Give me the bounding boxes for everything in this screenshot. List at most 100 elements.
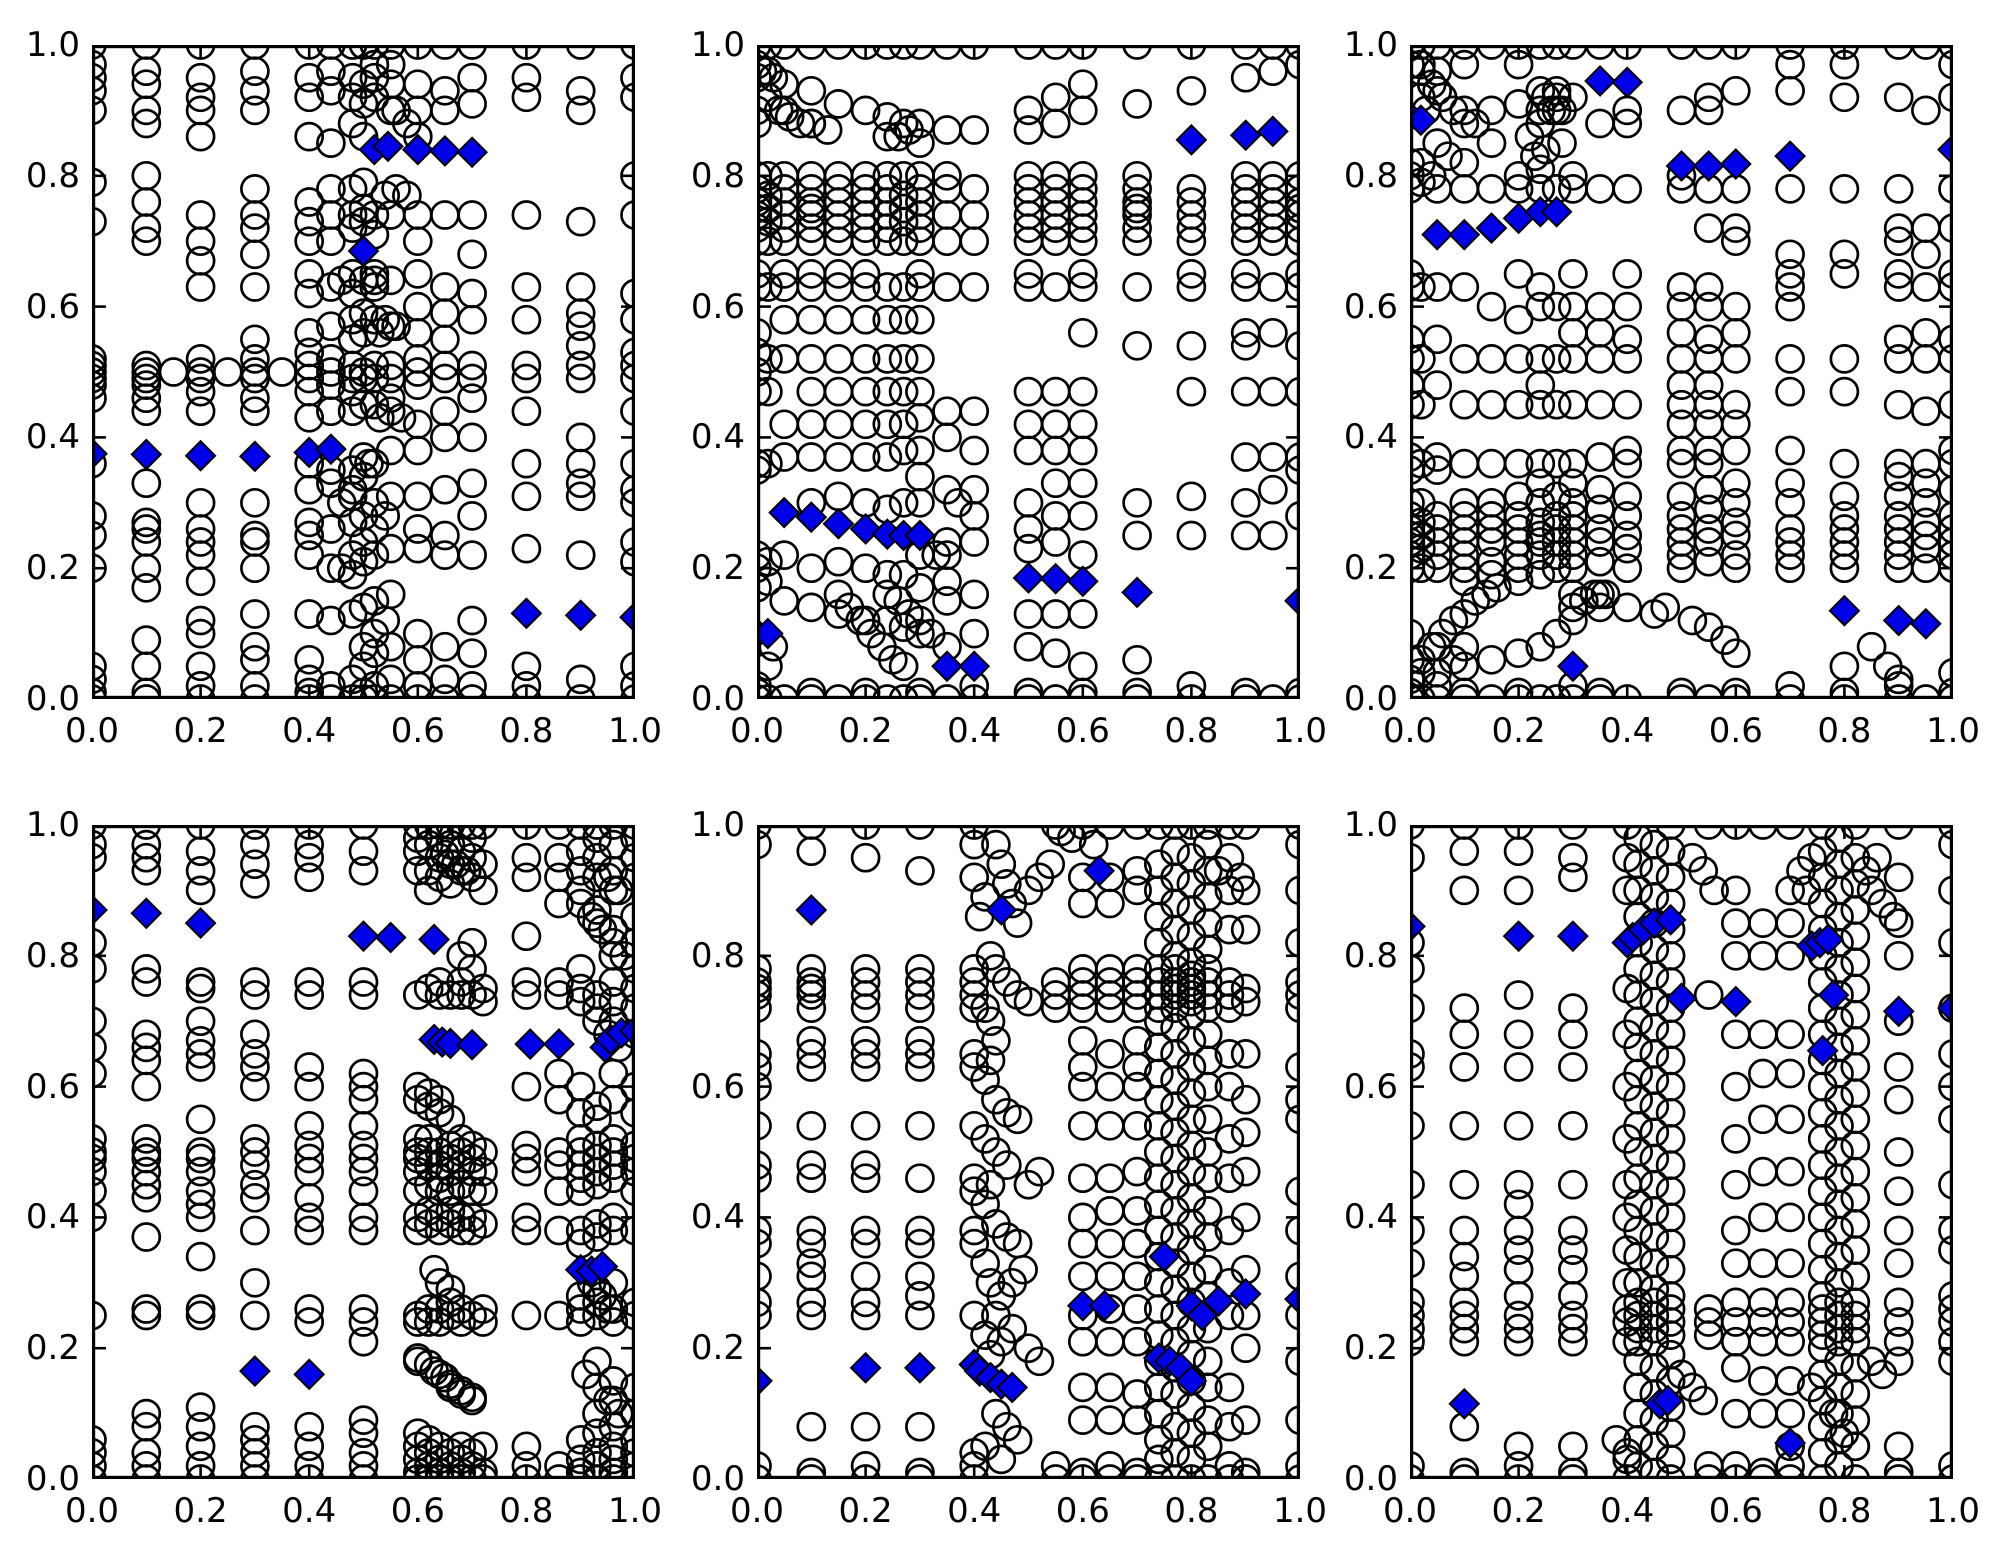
x-tick-label: 0.4: [947, 1491, 1002, 1531]
x-tick-label: 0.4: [1600, 711, 1655, 751]
y-tick-label: 0.4: [690, 417, 745, 458]
axes-frame: [757, 45, 1300, 699]
y-tick-label: 0.2: [25, 548, 80, 589]
x-tick-label: 0.2: [838, 1491, 893, 1531]
y-tick-label: 0.6: [690, 286, 745, 327]
x-tick-label: 1.0: [1925, 711, 1981, 751]
y-tick-label: 1.0: [1343, 25, 1398, 65]
circles-layer: [92, 45, 635, 699]
y-tick-label: 0.2: [1343, 548, 1398, 589]
y-tick-label: 0.0: [1343, 679, 1398, 719]
subplot-top-right: [1410, 45, 1953, 699]
x-tick-label: 1.0: [1925, 1491, 1981, 1531]
axes-frame: [92, 45, 635, 699]
y-tick-label: 0.4: [25, 417, 80, 458]
x-tick-label: 1.0: [1272, 711, 1328, 751]
scatter-plot-area: [1410, 45, 1953, 699]
x-tick-label: 1.0: [607, 711, 663, 751]
scatter-plot-area: [92, 45, 635, 699]
x-tick-label: 0.4: [947, 711, 1002, 751]
x-tick-label: 1.0: [1272, 1491, 1328, 1531]
y-tick-label: 0.8: [690, 935, 745, 976]
y-tick-label: 0.2: [690, 1328, 745, 1369]
subplot-bottom-right: [1410, 825, 1953, 1479]
x-tick-label: 0.6: [1708, 711, 1763, 751]
x-tick-label: 0.8: [1817, 711, 1872, 751]
y-tick-label: 1.0: [25, 25, 80, 65]
y-tick-label: 0.4: [25, 1197, 80, 1238]
y-tick-label: 0.6: [1343, 286, 1398, 327]
y-tick-label: 0.6: [25, 286, 80, 327]
y-tick-label: 0.8: [1343, 155, 1398, 196]
y-tick-label: 0.4: [1343, 1197, 1398, 1238]
x-tick-label: 0.0: [64, 711, 120, 751]
x-tick-label: 0.6: [390, 1491, 445, 1531]
y-tick-label: 0.8: [25, 935, 80, 976]
y-tick-label: 1.0: [1343, 805, 1398, 845]
x-tick-label: 0.8: [1817, 1491, 1872, 1531]
x-tick-label: 0.2: [1491, 711, 1546, 751]
y-tick-label: 0.0: [690, 1459, 745, 1499]
y-tick-label: 0.6: [1343, 1066, 1398, 1107]
y-tick-label: 0.4: [1343, 417, 1398, 458]
x-tick-label: 0.8: [1164, 711, 1219, 751]
x-tick-label: 0.8: [499, 1491, 554, 1531]
axes-frame: [757, 825, 1300, 1479]
x-tick-label: 0.2: [1491, 1491, 1546, 1531]
y-tick-label: 0.8: [25, 155, 80, 196]
y-tick-label: 1.0: [690, 805, 745, 845]
y-tick-label: 0.0: [25, 1459, 80, 1499]
subplot-top-left: [92, 45, 635, 699]
x-tick-label: 0.0: [729, 711, 785, 751]
x-tick-label: 0.0: [729, 1491, 785, 1531]
circles-layer: [92, 825, 635, 1479]
y-tick-label: 0.8: [1343, 935, 1398, 976]
y-tick-label: 0.0: [25, 679, 80, 719]
subplot-bottom-middle: [757, 825, 1300, 1479]
diamonds-layer: [92, 894, 635, 1391]
scatter-plot-area: [1410, 825, 1953, 1479]
axes-frame: [1410, 825, 1953, 1479]
y-tick-label: 0.4: [690, 1197, 745, 1238]
x-tick-label: 0.4: [282, 1491, 337, 1531]
scatter-plot-area: [757, 45, 1300, 699]
subplot-bottom-left: [92, 825, 635, 1479]
y-tick-label: 0.2: [690, 548, 745, 589]
x-tick-label: 0.2: [838, 711, 893, 751]
x-tick-label: 0.4: [282, 711, 337, 751]
x-tick-label: 0.2: [173, 711, 228, 751]
x-tick-label: 0.6: [390, 711, 445, 751]
subplot-top-middle: [757, 45, 1300, 699]
x-tick-label: 0.6: [1055, 711, 1110, 751]
circles-layer: [757, 825, 1300, 1479]
axes-frame: [1410, 45, 1953, 699]
diamonds-layer: [1410, 65, 1953, 683]
x-tick-label: 0.8: [499, 711, 554, 751]
y-tick-label: 1.0: [690, 25, 745, 65]
x-tick-label: 0.2: [173, 1491, 228, 1531]
x-tick-label: 0.4: [1600, 1491, 1655, 1531]
x-tick-label: 0.0: [64, 1491, 120, 1531]
y-tick-label: 1.0: [25, 805, 80, 845]
x-tick-label: 0.6: [1708, 1491, 1763, 1531]
y-tick-label: 0.2: [25, 1328, 80, 1369]
diamonds-layer: [757, 854, 1300, 1404]
scatter-plot-area: [92, 825, 635, 1479]
y-tick-label: 0.6: [25, 1066, 80, 1107]
circles-layer: [757, 45, 1300, 699]
x-tick-label: 0.0: [1382, 1491, 1438, 1531]
y-tick-label: 0.0: [690, 679, 745, 719]
diamonds-layer: [1410, 903, 1953, 1459]
axes-frame: [92, 825, 635, 1479]
scatter-plot-area: [757, 825, 1300, 1479]
y-tick-label: 0.6: [690, 1066, 745, 1107]
x-tick-label: 0.8: [1164, 1491, 1219, 1531]
circles-layer: [1410, 45, 1953, 699]
diamonds-layer: [92, 130, 635, 634]
x-tick-label: 0.6: [1055, 1491, 1110, 1531]
x-tick-label: 1.0: [607, 1491, 663, 1531]
y-tick-label: 0.2: [1343, 1328, 1398, 1369]
x-tick-label: 0.0: [1382, 711, 1438, 751]
y-tick-label: 0.0: [1343, 1459, 1398, 1499]
